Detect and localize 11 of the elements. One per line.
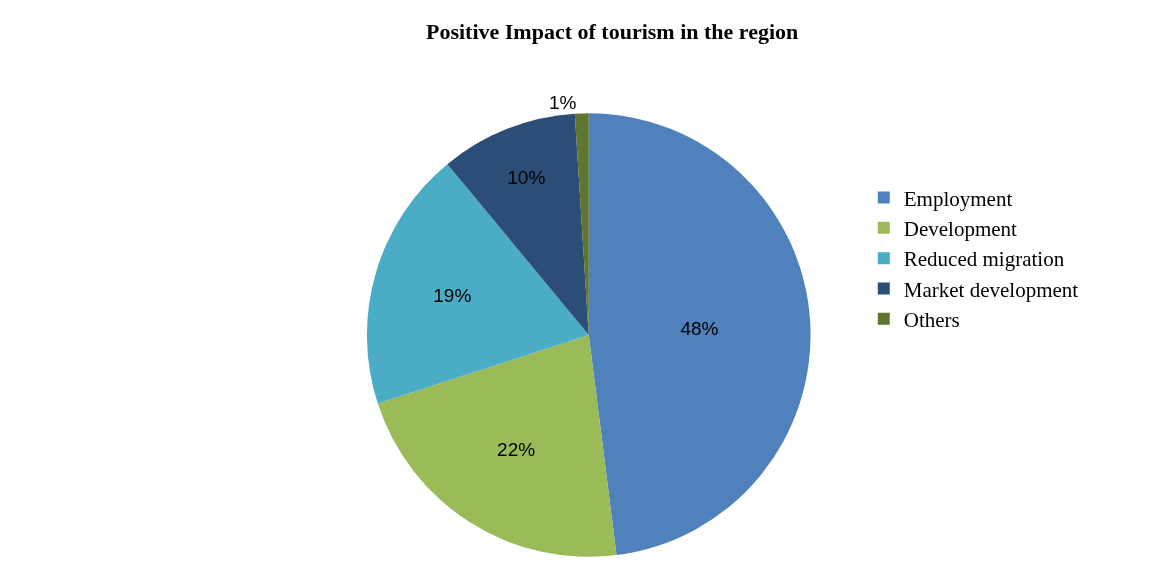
- legend-label: Development: [903, 217, 1018, 242]
- data-label: 48%: [680, 317, 719, 339]
- chart-title: Positive Impact of tourism in the region: [425, 19, 799, 45]
- data-label: 22%: [497, 438, 536, 460]
- legend-label: Others: [903, 307, 960, 332]
- legend-label: Employment: [903, 186, 1013, 211]
- data-label: 1%: [548, 92, 577, 114]
- data-label: 10%: [507, 166, 546, 188]
- legend-label: Market development: [903, 277, 1079, 302]
- legend-label: Reduced migration: [903, 247, 1065, 272]
- data-label: 19%: [433, 284, 472, 306]
